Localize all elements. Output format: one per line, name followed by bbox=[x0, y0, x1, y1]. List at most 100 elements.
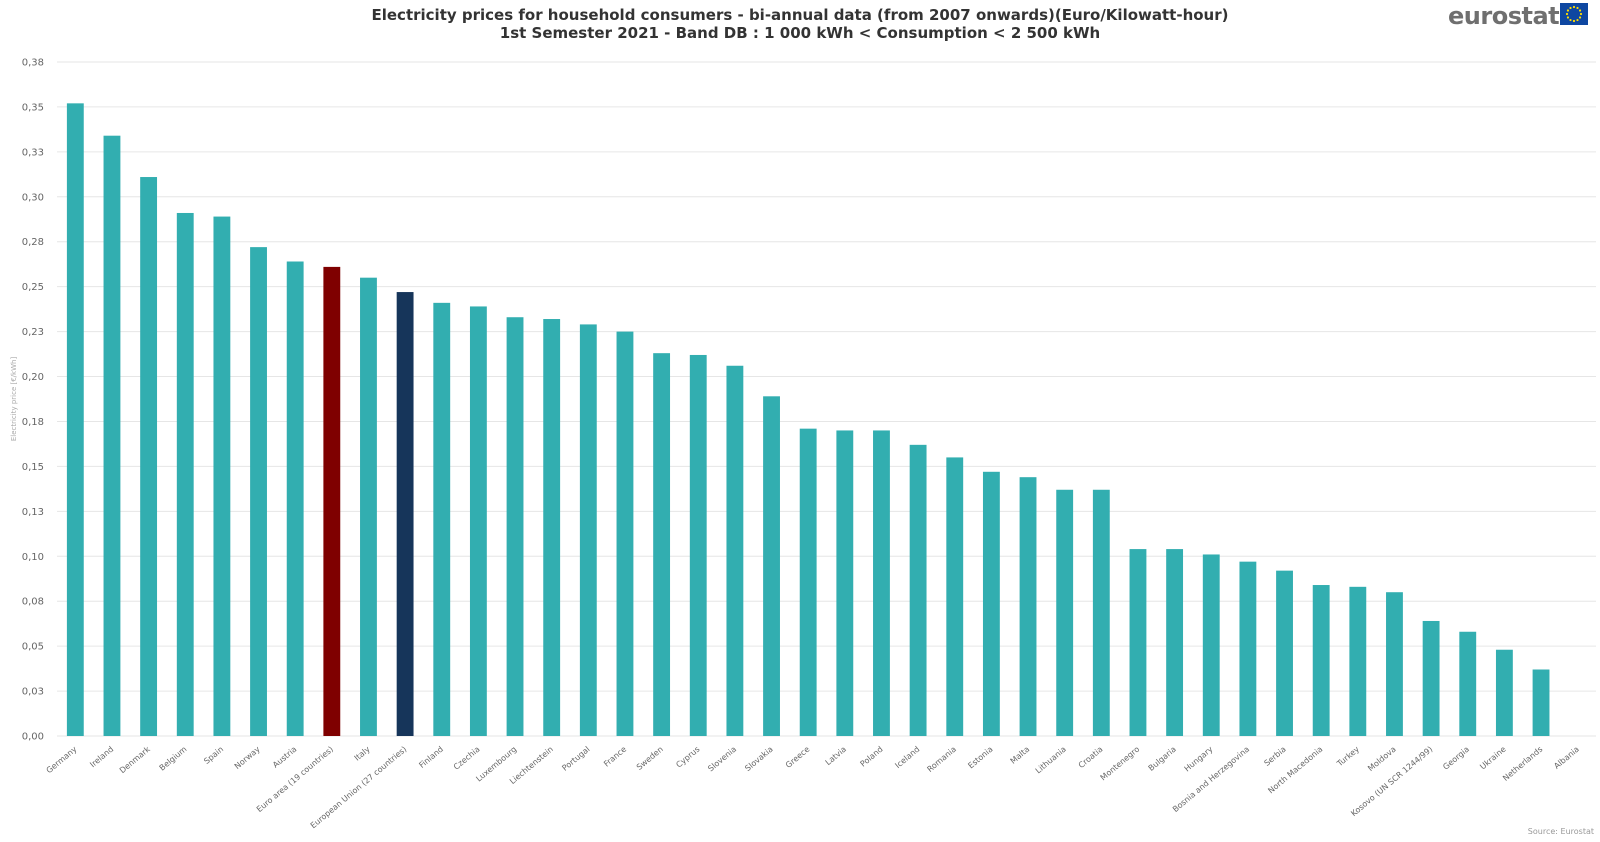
bar bbox=[726, 365, 744, 736]
y-tick-label: 0,30 bbox=[22, 192, 44, 203]
x-tick-label: Slovenia bbox=[706, 745, 738, 774]
bar bbox=[946, 457, 964, 736]
x-tick-label: Latvia bbox=[824, 745, 849, 768]
x-tick-label: Georgia bbox=[1441, 745, 1471, 772]
flag-star bbox=[1569, 18, 1572, 22]
x-tick-label: Sweden bbox=[635, 745, 665, 772]
bar bbox=[1166, 549, 1184, 736]
x-tick-label: Netherlands bbox=[1501, 745, 1544, 783]
x-tick-label: Bosnia and Herzegovina bbox=[1171, 745, 1251, 814]
x-tick-label: Finland bbox=[417, 745, 445, 770]
chart-title: Electricity prices for household consume… bbox=[371, 6, 1229, 24]
bar bbox=[543, 319, 561, 736]
logo-text: eurostat bbox=[1448, 2, 1560, 30]
x-tick-label: Slovakia bbox=[743, 745, 775, 774]
bar bbox=[433, 302, 451, 736]
y-tick-label: 0,03 bbox=[22, 687, 44, 698]
bar bbox=[506, 317, 524, 736]
bar bbox=[1092, 489, 1110, 736]
y-axis-label: Electricity price [€/kWh] bbox=[10, 357, 18, 442]
eu-flag-icon bbox=[1560, 3, 1588, 25]
bar bbox=[1056, 489, 1074, 736]
bar bbox=[1349, 586, 1367, 736]
bar bbox=[1532, 669, 1550, 736]
bar bbox=[469, 306, 487, 736]
y-tick-label: 0,20 bbox=[22, 372, 44, 383]
y-tick-label: 0,15 bbox=[22, 462, 44, 473]
flag-star bbox=[1576, 18, 1579, 22]
x-tick-label: Czechia bbox=[452, 745, 482, 772]
bar bbox=[1495, 649, 1513, 736]
x-tick-label: Bulgaria bbox=[1147, 745, 1178, 773]
x-tick-label: Moldova bbox=[1366, 745, 1398, 774]
y-tick-label: 0,35 bbox=[22, 102, 44, 113]
flag-star bbox=[1566, 16, 1570, 19]
bar bbox=[176, 212, 194, 736]
flag-star bbox=[1566, 9, 1570, 12]
x-tick-label: Cyprus bbox=[674, 745, 701, 770]
chart-title-block: Electricity prices for household consume… bbox=[0, 6, 1600, 42]
x-tick-label: Hungary bbox=[1183, 744, 1215, 773]
x-tick-label: Belgium bbox=[158, 745, 189, 773]
bar bbox=[909, 444, 927, 736]
y-tick-label: 0,38 bbox=[22, 58, 44, 69]
y-tick-label: 0,00 bbox=[22, 732, 44, 743]
bar bbox=[323, 266, 341, 736]
bar bbox=[1459, 631, 1477, 736]
flag-star bbox=[1572, 5, 1576, 9]
bar bbox=[1276, 570, 1293, 736]
bar bbox=[1129, 549, 1147, 736]
bar bbox=[616, 331, 634, 736]
x-tick-label: Euro area (19 countries) bbox=[255, 745, 335, 814]
y-tick-label: 0,13 bbox=[22, 507, 44, 518]
bar bbox=[360, 277, 377, 736]
bar bbox=[1202, 554, 1220, 736]
bar bbox=[799, 428, 817, 736]
bar bbox=[689, 354, 707, 736]
flag-star bbox=[1565, 12, 1569, 16]
x-tick-label: Montenegro bbox=[1099, 745, 1142, 783]
y-tick-label: 0,33 bbox=[22, 147, 44, 158]
x-tick-label: Poland bbox=[858, 745, 884, 769]
x-tick-label: Albania bbox=[1552, 745, 1581, 771]
chart-subtitle: 1st Semester 2021 - Band DB : 1 000 kWh … bbox=[499, 24, 1101, 42]
bar bbox=[286, 261, 304, 736]
bar bbox=[873, 430, 890, 736]
bar bbox=[1312, 585, 1330, 736]
x-tick-label: Turkey bbox=[1335, 744, 1362, 768]
bar bbox=[763, 396, 780, 736]
x-tick-label: Serbia bbox=[1263, 745, 1288, 768]
bar bbox=[1239, 561, 1257, 736]
x-tick-label: Estonia bbox=[966, 745, 994, 771]
x-tick-label: Greece bbox=[784, 745, 812, 770]
y-tick-label: 0,08 bbox=[22, 597, 44, 608]
bar bbox=[213, 216, 231, 736]
bar bbox=[982, 471, 1000, 736]
source-note: Source: Eurostat bbox=[1527, 827, 1594, 836]
flag-star bbox=[1578, 16, 1582, 19]
bar bbox=[1386, 592, 1403, 736]
bar bbox=[1019, 477, 1037, 736]
flag-star bbox=[1579, 12, 1583, 16]
x-tick-label: Lithuania bbox=[1034, 745, 1068, 776]
x-tick-label: Malta bbox=[1009, 745, 1032, 766]
x-tick-label: Ireland bbox=[88, 745, 115, 770]
flag-background bbox=[1560, 3, 1588, 25]
x-tick-label: France bbox=[602, 745, 628, 769]
flag-star bbox=[1569, 6, 1572, 10]
flag-star bbox=[1578, 9, 1582, 12]
y-tick-label: 0,18 bbox=[22, 417, 44, 428]
x-tick-label: Italy bbox=[353, 744, 372, 762]
bar bbox=[579, 324, 597, 736]
y-tick-label: 0,28 bbox=[22, 237, 44, 248]
x-tick-label: Ukraine bbox=[1478, 745, 1508, 772]
flag-star bbox=[1572, 19, 1576, 23]
x-tick-label: Spain bbox=[202, 745, 225, 766]
x-tick-label: Croatia bbox=[1077, 745, 1105, 770]
y-tick-label: 0,23 bbox=[22, 327, 44, 338]
bar bbox=[103, 135, 121, 736]
bar bbox=[250, 247, 267, 736]
y-tick-label: 0,25 bbox=[22, 282, 44, 293]
bar bbox=[836, 430, 854, 736]
